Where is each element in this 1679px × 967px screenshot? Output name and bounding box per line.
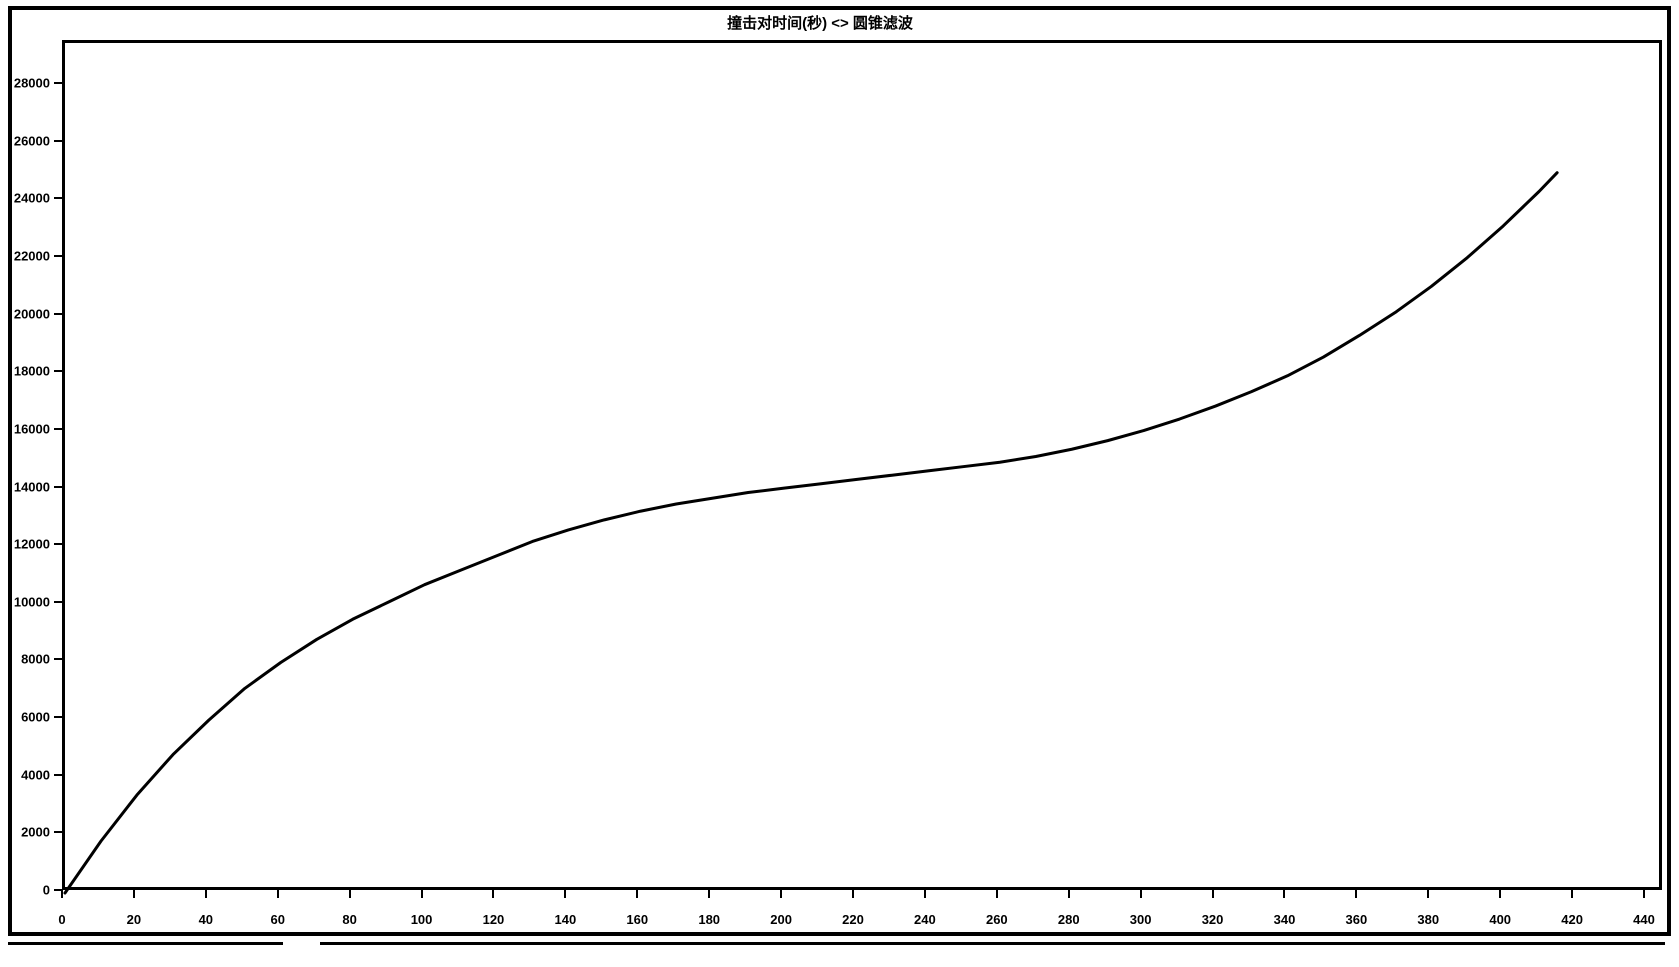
y-tick-label: 20000 [14,306,50,321]
x-tick-mark [1499,890,1501,898]
x-tick-mark [1212,890,1214,898]
y-tick-label: 2000 [21,825,50,840]
y-tick-label: 16000 [14,421,50,436]
x-tick-mark [780,890,782,898]
x-tick-label: 0 [58,912,65,927]
x-tick-mark [1283,890,1285,898]
y-tick-mark [54,140,62,142]
x-tick-label: 300 [1130,912,1152,927]
x-tick-label: 420 [1561,912,1583,927]
x-tick-label: 280 [1058,912,1080,927]
x-tick-mark [421,890,423,898]
y-tick-label: 22000 [14,249,50,264]
y-tick-label: 12000 [14,537,50,552]
y-tick-label: 6000 [21,710,50,725]
x-tick-mark [205,890,207,898]
baseline-segment [8,942,283,945]
y-tick-mark [54,486,62,488]
x-tick-label: 180 [698,912,720,927]
y-tick-label: 14000 [14,479,50,494]
y-tick-mark [54,197,62,199]
y-tick-label: 24000 [14,191,50,206]
x-tick-mark [924,890,926,898]
y-tick-mark [54,658,62,660]
y-tick-mark [54,428,62,430]
x-tick-mark [636,890,638,898]
x-tick-label: 140 [555,912,577,927]
chart-title: 撞击对时间(秒) <> 圆锥滤波 [727,12,913,33]
x-tick-mark [1427,890,1429,898]
y-tick-label: 0 [43,883,50,898]
x-tick-mark [492,890,494,898]
x-tick-label: 100 [411,912,433,927]
x-tick-label: 80 [342,912,356,927]
x-tick-mark [708,890,710,898]
x-tick-label: 60 [270,912,284,927]
y-tick-mark [54,82,62,84]
x-tick-label: 440 [1633,912,1655,927]
y-tick-label: 28000 [14,76,50,91]
y-tick-mark [54,370,62,372]
x-tick-label: 320 [1202,912,1224,927]
x-tick-mark [1140,890,1142,898]
y-tick-label: 8000 [21,652,50,667]
x-tick-mark [564,890,566,898]
x-tick-label: 380 [1417,912,1439,927]
x-tick-label: 40 [199,912,213,927]
y-tick-label: 26000 [14,133,50,148]
baseline-segment [320,942,1665,945]
y-tick-label: 18000 [14,364,50,379]
plot-area [62,40,1662,890]
x-tick-label: 120 [483,912,505,927]
x-tick-label: 340 [1274,912,1296,927]
y-tick-mark [54,716,62,718]
x-tick-mark [349,890,351,898]
y-tick-mark [54,543,62,545]
x-tick-mark [61,890,63,898]
x-tick-label: 200 [770,912,792,927]
y-tick-mark [54,313,62,315]
x-tick-mark [277,890,279,898]
x-tick-mark [1355,890,1357,898]
x-tick-label: 360 [1346,912,1368,927]
y-tick-mark [54,601,62,603]
x-tick-label: 160 [626,912,648,927]
x-tick-mark [1643,890,1645,898]
x-tick-mark [1571,890,1573,898]
y-tick-mark [54,774,62,776]
x-tick-mark [1068,890,1070,898]
x-tick-mark [133,890,135,898]
chart-line-layer [65,43,1665,893]
x-tick-label: 20 [127,912,141,927]
x-tick-mark [852,890,854,898]
y-tick-label: 4000 [21,767,50,782]
x-tick-mark [996,890,998,898]
data-series-line [65,173,1557,893]
y-tick-label: 10000 [14,594,50,609]
y-tick-mark [54,831,62,833]
y-tick-mark [54,255,62,257]
x-tick-label: 260 [986,912,1008,927]
x-tick-label: 220 [842,912,864,927]
x-tick-label: 400 [1489,912,1511,927]
x-tick-label: 240 [914,912,936,927]
